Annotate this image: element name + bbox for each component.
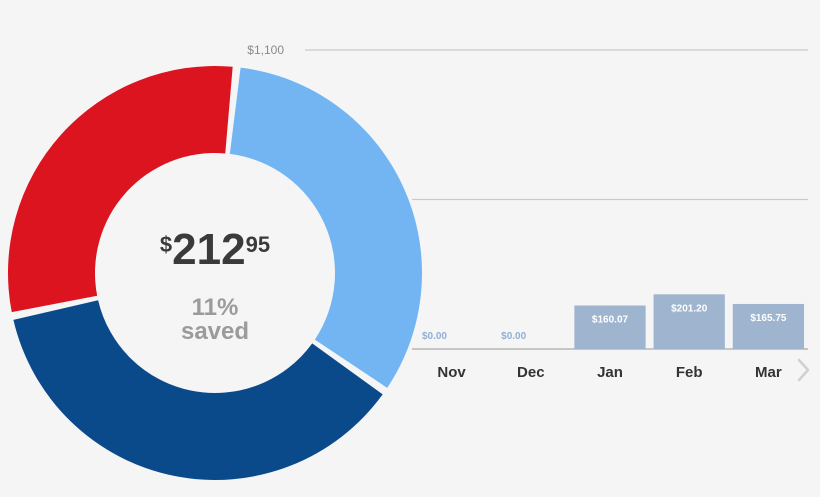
bar-value-label: $165.75 bbox=[750, 313, 787, 324]
saved-label: saved bbox=[180, 318, 250, 345]
savings-amount: $21295 bbox=[115, 228, 315, 272]
savings-donut-chart bbox=[7, 66, 423, 480]
bar-value-label: $0.00 bbox=[501, 331, 526, 342]
currency-symbol: $ bbox=[159, 232, 173, 257]
x-tick-label-jan: Jan bbox=[597, 364, 623, 381]
percent-saved: 11% bbox=[191, 294, 239, 321]
bar-value-label: $160.07 bbox=[592, 314, 629, 325]
dark-blue-segment bbox=[13, 300, 383, 480]
amount-dollars: 212 bbox=[172, 225, 246, 274]
x-tick-label-feb: Feb bbox=[676, 364, 703, 381]
amount-cents: 95 bbox=[245, 232, 271, 257]
light-blue-segment bbox=[229, 67, 423, 388]
bar-jan bbox=[574, 305, 646, 349]
bar-value-label: $0.00 bbox=[422, 331, 447, 342]
y-tick-label: $1,100 bbox=[247, 43, 284, 57]
x-tick-label-mar: Mar bbox=[755, 364, 782, 381]
x-tick-label-dec: Dec bbox=[517, 364, 545, 381]
x-tick-label-nov: Nov bbox=[437, 364, 466, 381]
bar-feb bbox=[653, 294, 725, 349]
bar-value-label: $201.20 bbox=[671, 303, 708, 314]
chevron-right-icon[interactable] bbox=[792, 356, 816, 384]
bar-mar bbox=[732, 303, 805, 349]
red-segment bbox=[7, 66, 233, 313]
